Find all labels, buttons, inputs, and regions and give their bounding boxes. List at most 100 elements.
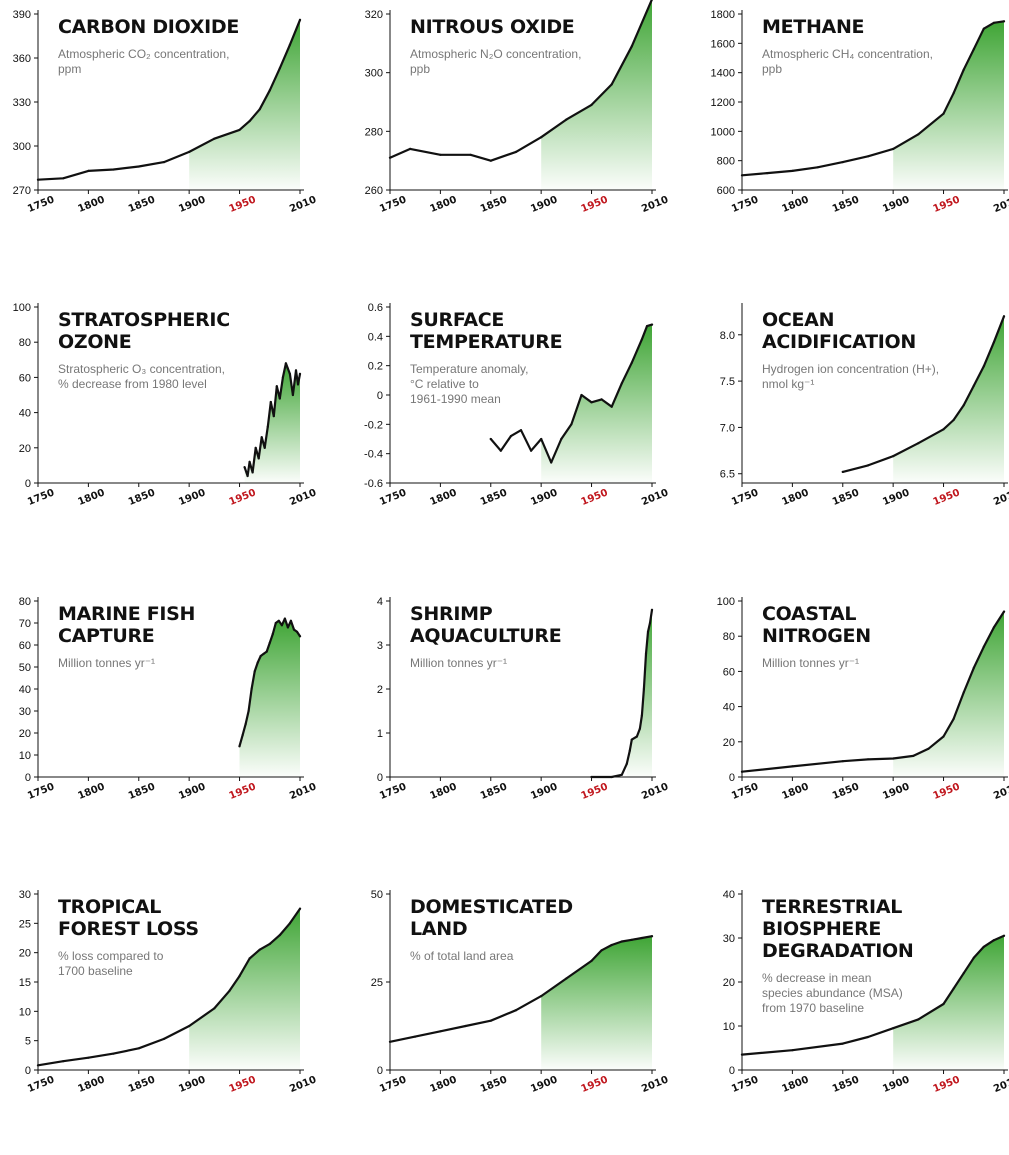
x-tick-label: 1800: [76, 1074, 106, 1095]
data-point: [247, 475, 249, 477]
y-tick-label: 50: [371, 889, 383, 901]
chart-subtitle: Million tonnes yr⁻¹: [58, 656, 238, 671]
chart-title: COASTAL NITROGEN: [762, 603, 871, 647]
chart-subtitle: Atmospheric N₂O concentration, ppb: [410, 47, 590, 77]
x-tick-label: 1900: [529, 487, 559, 508]
data-point: [37, 179, 39, 181]
data-point: [963, 69, 965, 71]
y-tick-label: 80: [19, 337, 31, 349]
x-tick-label: 1750: [26, 194, 56, 215]
data-point: [651, 935, 653, 937]
data-point: [867, 464, 869, 466]
data-point: [540, 995, 542, 997]
y-tick-label: 30: [19, 706, 31, 718]
data-point: [647, 631, 649, 633]
data-point: [490, 160, 492, 162]
data-point: [257, 662, 259, 664]
data-point: [414, 1036, 416, 1038]
y-tick-label: 7.5: [720, 376, 735, 388]
y-tick-label: 40: [723, 702, 735, 714]
y-tick-label: 20: [723, 737, 735, 749]
data-point: [269, 943, 271, 945]
data-point: [651, 609, 653, 611]
x-tick-label: 1900: [177, 194, 207, 215]
data-point: [842, 1043, 844, 1045]
x-tick-label: 1750: [378, 781, 408, 802]
y-tick-label: 6.5: [720, 469, 735, 481]
data-point: [741, 1054, 743, 1056]
x-tick-label: 1900: [881, 194, 911, 215]
data-point: [299, 373, 301, 375]
data-point: [540, 438, 542, 440]
x-tick-label-highlight: 1950: [228, 781, 258, 802]
y-tick-label: 50: [19, 662, 31, 674]
data-point: [983, 365, 985, 367]
y-tick-label: 60: [723, 666, 735, 678]
data-point: [611, 944, 613, 946]
y-tick-label: 0: [25, 1065, 31, 1077]
y-tick-label: 3: [377, 640, 383, 652]
data-point: [260, 655, 262, 657]
data-point: [409, 148, 411, 150]
x-tick-label: 2010: [640, 194, 670, 215]
x-tick-label: 1900: [177, 487, 207, 508]
data-point: [983, 946, 985, 948]
chart-subtitle: Stratospheric O₃ concentration, % decrea…: [58, 362, 238, 392]
data-point: [590, 401, 592, 403]
y-tick-label: 1800: [711, 9, 735, 21]
data-point: [188, 1025, 190, 1027]
y-tick-label: 0: [377, 1065, 383, 1077]
data-point: [942, 428, 944, 430]
data-point: [550, 461, 552, 463]
data-point: [279, 67, 281, 69]
data-point: [842, 760, 844, 762]
data-point: [279, 397, 281, 399]
data-point: [287, 626, 289, 628]
data-point: [590, 960, 592, 962]
data-point: [993, 939, 995, 941]
y-tick-label: 70: [19, 618, 31, 630]
data-point: [993, 22, 995, 24]
x-tick-label: 1750: [730, 1074, 760, 1095]
x-tick-label: 1750: [730, 487, 760, 508]
data-point: [293, 629, 295, 631]
x-tick-label-highlight: 1950: [228, 194, 258, 215]
data-point: [1003, 315, 1005, 317]
y-tick-label: 0: [377, 390, 383, 402]
data-point: [611, 776, 613, 778]
chart-title: SURFACE TEMPERATURE: [410, 309, 562, 353]
chart-subtitle: Atmospheric CH₄ concentration, ppb: [762, 47, 942, 77]
data-point: [973, 957, 975, 959]
y-tick-label: 0: [729, 1065, 735, 1077]
y-tick-label: 1600: [711, 38, 735, 50]
data-point: [276, 385, 278, 387]
data-point: [138, 165, 140, 167]
data-point: [741, 174, 743, 176]
y-tick-label: 1200: [711, 97, 735, 109]
y-tick-label: 20: [723, 977, 735, 989]
data-point: [636, 735, 638, 737]
data-point: [510, 435, 512, 437]
data-point: [973, 667, 975, 669]
data-point: [601, 949, 603, 951]
chart-title: TERRESTRIAL BIOSPHERE DEGRADATION: [762, 896, 913, 962]
data-point: [639, 728, 641, 730]
data-point: [269, 642, 271, 644]
data-point: [570, 423, 572, 425]
x-tick-label-highlight: 1950: [932, 1074, 962, 1095]
data-point: [983, 646, 985, 648]
data-point: [289, 373, 291, 375]
data-point: [892, 1027, 894, 1029]
data-point: [62, 177, 64, 179]
data-point: [238, 129, 240, 131]
data-point: [259, 949, 261, 951]
data-point: [631, 939, 633, 941]
data-point: [867, 1036, 869, 1038]
x-tick-label: 2010: [640, 781, 670, 802]
y-tick-label: 280: [365, 126, 383, 138]
data-point: [263, 653, 265, 655]
series-area: [189, 909, 300, 1070]
x-tick-label: 2010: [992, 781, 1009, 802]
